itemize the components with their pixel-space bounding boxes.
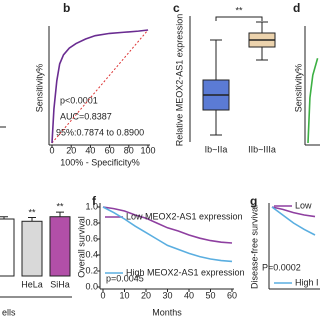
x-tick-label: 0 [100,290,105,300]
legend-label: Low MEOX2-AS1 expression [126,211,243,221]
curve [51,29,149,144]
y-axis-label: Disease-free survival [249,205,259,289]
annotation: ** [28,207,36,217]
x-tick-label: 10 [119,290,129,300]
y-axis-label: Sensitivity% [293,64,303,113]
curve [102,206,233,244]
x-tick-label: 40 [184,290,194,300]
x-axis-label: 100% - Specificity% [60,157,140,167]
error-bar [56,211,64,217]
panel-label: c [173,1,180,15]
reference-line [51,29,149,144]
y-axis-label: Overall survival [76,216,86,278]
y-axis-label: Relative MEOX2-AS1 expression [174,14,184,147]
y-tick-label: 1.0 [85,201,98,211]
annotation: P=0.0002 [262,262,301,272]
panel-label: d [293,1,300,15]
y-axis-label: Sensitivity% [34,64,44,113]
x-tick-label: 40 [85,145,95,155]
x-tick-label: 20 [66,145,76,155]
annotation: p<0.0001 [60,95,98,105]
annotation: ** [235,5,243,15]
y-tick-label: 0.6 [85,233,98,243]
category-label: SiHa [50,279,70,289]
y-tick-label: 0.8 [85,217,98,227]
x-tick-label: 60 [105,145,115,155]
annotation: 95%:0.7874 to 0.8900 [56,127,144,137]
bar [49,216,71,277]
x-tick-label: 0 [49,145,54,155]
bar [21,220,43,277]
category-label: Ib~IIa [205,144,228,154]
x-tick-label: 100 [140,145,155,155]
curve [102,206,233,263]
panel-label: b [63,1,70,15]
error-bar [0,216,8,219]
annotation: ** [56,201,64,211]
x-tick-label: 30 [162,290,172,300]
legend-label: High MEOX2-AS1 expression [126,267,245,277]
legend-label: Low [295,200,312,210]
x-tick-label: 20 [141,290,151,300]
bar [0,218,15,277]
significance-bracket [215,16,263,21]
annotation: AUC=0.8387 [60,111,112,121]
y-tick-label: 0.0 [85,281,98,291]
annotation: p=0.0045 [106,273,144,283]
x-tick-label: 50 [205,290,215,300]
error-bar [28,216,36,222]
panel-label: f [92,194,97,208]
y-tick-label: 0.2 [85,265,98,275]
curve [307,58,319,144]
curve [271,206,316,218]
category-label: IIb~IIIa [248,144,276,154]
category-label: HeLa [21,279,43,289]
x-axis-label: Months [152,307,182,317]
x-tick-label: 60 [227,290,237,300]
y-tick-label: 0.4 [85,249,98,259]
legend-label: High I [295,277,319,287]
curve [271,206,316,236]
panel-label: g [250,194,257,208]
x-axis-label: ells [2,307,16,317]
x-tick-label: 80 [124,145,134,155]
